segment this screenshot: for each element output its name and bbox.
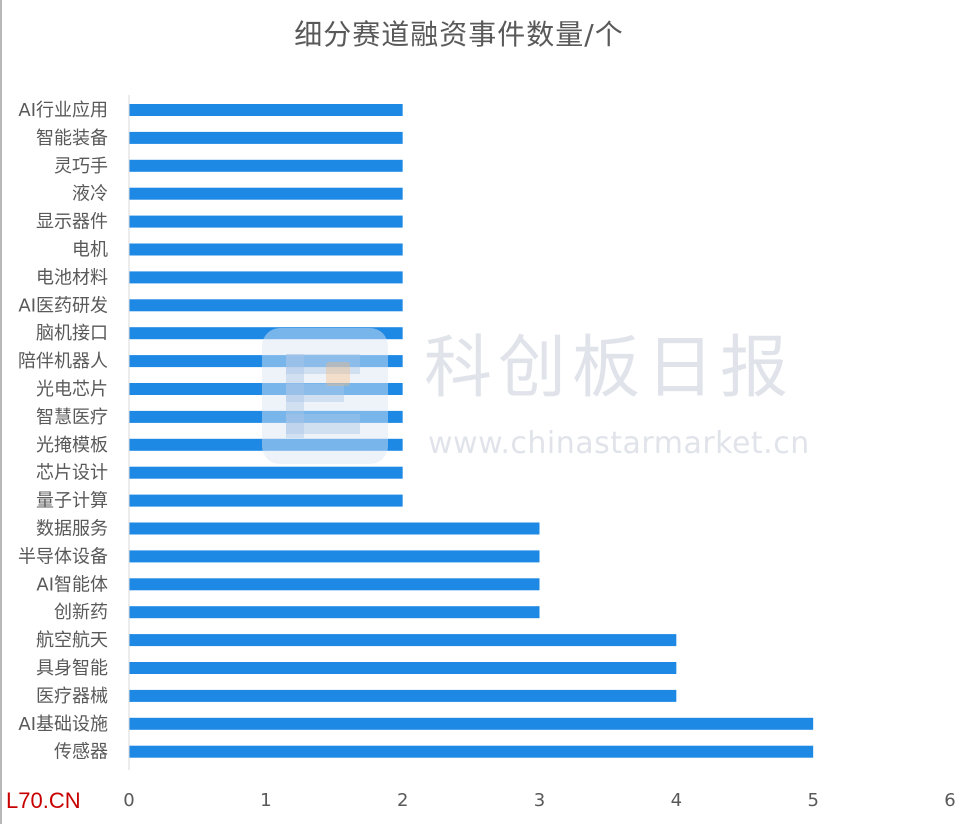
category-label-20: 航空航天 [36, 630, 108, 651]
category-label-10: 陪伴机器人 [18, 351, 108, 372]
chart-title: 细分赛道融资事件数量/个 [294, 18, 624, 51]
category-label-24: 传感器 [54, 742, 108, 763]
bar-layer [129, 104, 814, 758]
corner-mark: L70.CN [6, 788, 81, 813]
category-label-16: 数据服务 [36, 519, 108, 540]
watermark-url-text: www.chinastarmarket.cn [428, 426, 810, 461]
category-label-7: 电池材料 [36, 267, 108, 288]
x-tick-label-2: 2 [397, 790, 408, 811]
category-label-18: AI智能体 [36, 574, 108, 595]
bar-23 [129, 717, 814, 730]
category-label-8: AI医药研发 [18, 295, 108, 316]
category-label-19: 创新药 [54, 602, 108, 623]
category-label-12: 智慧医疗 [36, 407, 108, 428]
x-tick-label-5: 5 [807, 790, 818, 811]
bar-22 [129, 689, 677, 702]
category-label-21: 具身智能 [36, 658, 108, 679]
category-label-9: 脑机接口 [36, 323, 108, 344]
bar-18 [129, 578, 540, 591]
bar-19 [129, 606, 540, 619]
bar-17 [129, 550, 540, 563]
bar-21 [129, 662, 677, 674]
category-label-2: 智能装备 [36, 128, 108, 149]
x-tick-label-1: 1 [260, 790, 271, 811]
bar-11 [129, 383, 403, 395]
x-tick-label-0: 0 [123, 790, 134, 811]
category-label-14: 芯片设计 [36, 463, 108, 484]
bar-20 [129, 634, 677, 647]
category-label-1: AI行业应用 [18, 100, 108, 121]
category-label-17: 半导体设备 [18, 546, 108, 567]
bar-1 [129, 104, 403, 116]
category-label-13: 光掩模板 [36, 435, 108, 456]
category-label-23: AI基础设施 [18, 714, 108, 735]
bar-16 [129, 522, 540, 535]
left-edge-rule [0, 0, 2, 824]
bar-9 [129, 327, 403, 340]
category-label-4: 液冷 [72, 184, 108, 205]
category-label-22: 医疗器械 [36, 686, 108, 707]
bar-3 [129, 159, 403, 172]
bar-10 [129, 355, 403, 368]
bar-6 [129, 243, 403, 256]
category-label-6: 电机 [72, 240, 108, 261]
category-label-11: 光电芯片 [36, 379, 108, 400]
x-tick-layer: 0 1 2 3 4 5 6 [123, 790, 955, 811]
bar-14 [129, 466, 403, 479]
watermark-logo [262, 328, 388, 464]
x-tick-label-4: 4 [671, 790, 682, 811]
watermark-chinese-text: 科创板日报 [424, 329, 795, 408]
bar-24 [129, 745, 814, 758]
x-tick-label-3: 3 [534, 790, 545, 811]
bar-12 [129, 410, 403, 423]
category-label-5: 显示器件 [36, 212, 108, 233]
bar-4 [129, 187, 403, 200]
bar-5 [129, 215, 403, 228]
bar-8 [129, 299, 403, 312]
bar-13 [129, 438, 403, 451]
bar-15 [129, 494, 403, 507]
x-tick-label-6: 6 [944, 790, 955, 811]
category-label-3: 灵巧手 [54, 156, 108, 177]
category-label-15: 量子计算 [36, 491, 108, 512]
bar-7 [129, 271, 403, 284]
bar-2 [129, 131, 403, 144]
